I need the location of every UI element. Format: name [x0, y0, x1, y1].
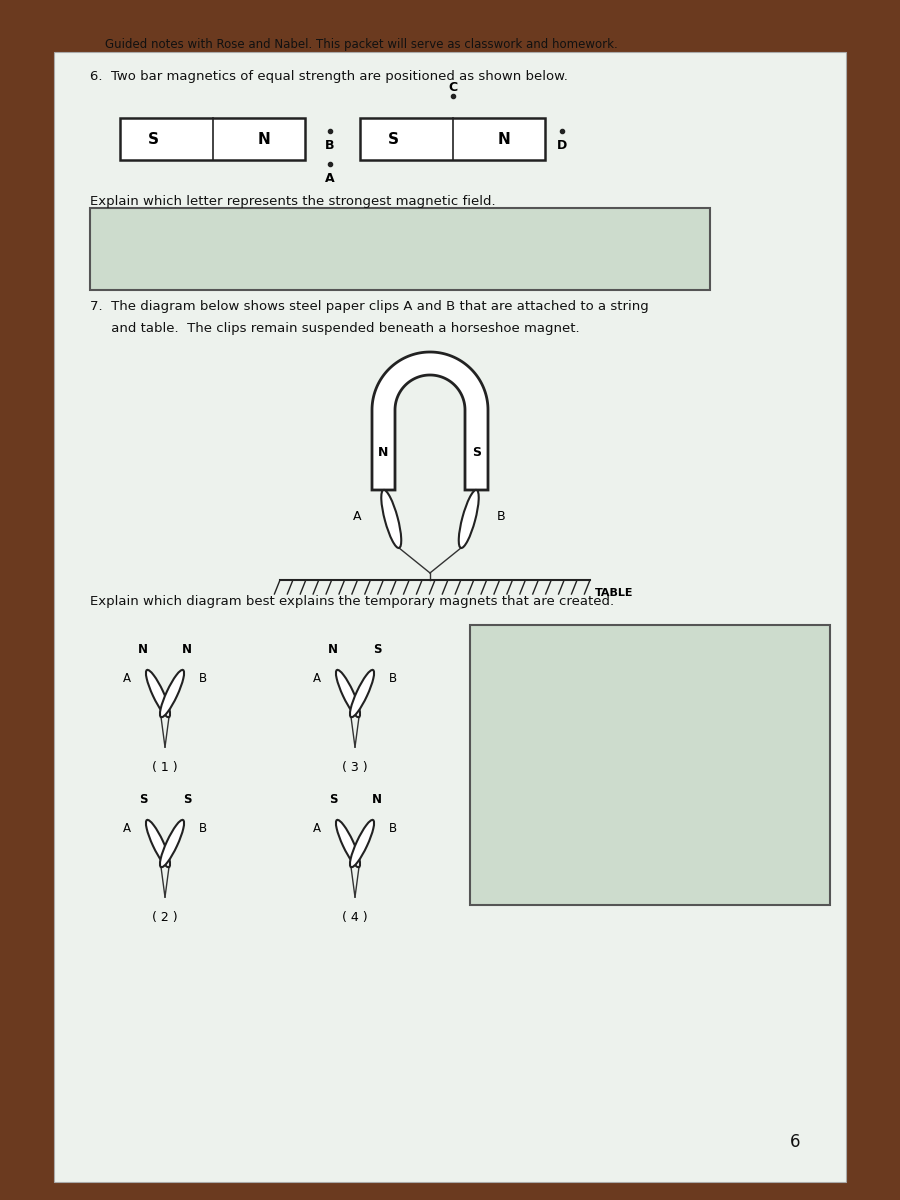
Ellipse shape	[336, 820, 360, 868]
Ellipse shape	[459, 490, 479, 548]
Text: ( 3 ): ( 3 )	[342, 761, 368, 774]
Text: S: S	[139, 793, 148, 806]
Text: D: D	[557, 139, 567, 152]
Polygon shape	[372, 352, 488, 490]
Ellipse shape	[146, 670, 170, 718]
Text: C: C	[448, 80, 457, 94]
Text: B: B	[199, 672, 207, 684]
Text: B: B	[199, 822, 207, 834]
Text: B: B	[497, 510, 505, 523]
Text: N: N	[138, 643, 148, 656]
Text: 6: 6	[789, 1133, 800, 1151]
Ellipse shape	[160, 820, 184, 868]
Text: S: S	[373, 643, 382, 656]
Text: N: N	[498, 132, 510, 146]
Text: ( 2 ): ( 2 )	[152, 911, 178, 924]
Text: TABLE: TABLE	[595, 588, 634, 598]
Text: A: A	[313, 672, 321, 684]
Text: Explain which letter represents the strongest magnetic field.: Explain which letter represents the stro…	[90, 194, 496, 208]
Ellipse shape	[336, 670, 360, 718]
Text: Explain which diagram best explains the temporary magnets that are created.: Explain which diagram best explains the …	[90, 595, 614, 608]
Text: A: A	[123, 822, 131, 834]
Text: B: B	[389, 672, 397, 684]
Text: S: S	[472, 445, 481, 458]
Bar	[360, 118, 545, 160]
Bar	[470, 625, 830, 905]
Text: N: N	[378, 445, 389, 458]
Text: N: N	[182, 643, 192, 656]
Bar	[54, 52, 846, 1182]
Text: N: N	[372, 793, 382, 806]
Text: N: N	[328, 643, 338, 656]
Text: S: S	[183, 793, 191, 806]
Text: 7.  The diagram below shows steel paper clips A and B that are attached to a str: 7. The diagram below shows steel paper c…	[90, 300, 649, 313]
Text: S: S	[148, 132, 158, 146]
Ellipse shape	[160, 670, 184, 718]
Text: ( 1 ): ( 1 )	[152, 761, 178, 774]
Ellipse shape	[146, 820, 170, 868]
Text: A: A	[353, 510, 362, 523]
Ellipse shape	[350, 670, 374, 718]
Bar	[90, 208, 710, 290]
Text: S: S	[328, 793, 338, 806]
Text: B: B	[325, 139, 335, 152]
Text: B: B	[389, 822, 397, 834]
Bar	[120, 118, 305, 160]
Ellipse shape	[350, 820, 374, 868]
Text: and table.  The clips remain suspended beneath a horseshoe magnet.: and table. The clips remain suspended be…	[90, 322, 580, 335]
Text: A: A	[123, 672, 131, 684]
Text: 6.  Two bar magnetics of equal strength are positioned as shown below.: 6. Two bar magnetics of equal strength a…	[90, 70, 568, 83]
Text: A: A	[313, 822, 321, 834]
Text: Guided notes with Rose and Nabel. This packet will serve as classwork and homewo: Guided notes with Rose and Nabel. This p…	[105, 38, 617, 50]
Text: ( 4 ): ( 4 )	[342, 911, 368, 924]
Ellipse shape	[382, 490, 401, 548]
Text: A: A	[325, 172, 335, 185]
Text: N: N	[258, 132, 271, 146]
Text: S: S	[388, 132, 399, 146]
